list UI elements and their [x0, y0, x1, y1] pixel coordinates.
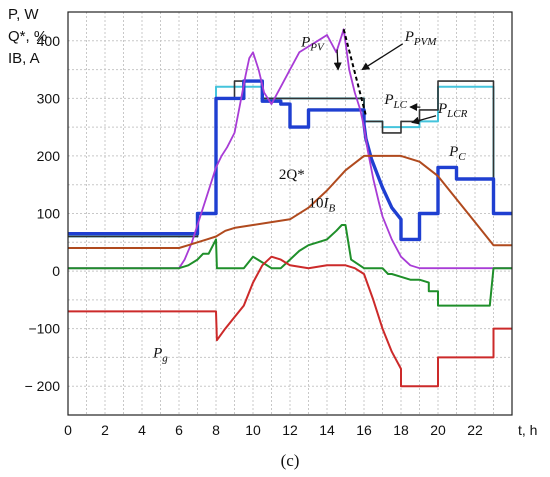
series-p-g: [68, 255, 512, 388]
x-axis-label: t, h: [518, 422, 537, 438]
y-axis-label-line: P, W: [8, 6, 39, 23]
x-tick-label: 18: [393, 422, 409, 438]
y-tick-label: −100: [28, 321, 60, 337]
x-tick-label: 22: [467, 422, 483, 438]
y-tick-label: 200: [37, 148, 61, 164]
y-tick-label: 400: [37, 33, 61, 49]
annotation-p-c: PC: [448, 144, 466, 163]
x-tick-label: 12: [282, 422, 298, 438]
annotation-p-lc: PLC: [383, 92, 407, 111]
y-axis-label-line: IB, A: [8, 50, 40, 67]
x-tick-label: 0: [64, 422, 72, 438]
annotation-p-pvm: PPVM: [404, 29, 438, 48]
annotation-p-g: Pg: [152, 345, 168, 364]
annotation-p-pv: PPV: [300, 35, 325, 54]
y-tick-label: 300: [37, 90, 61, 106]
x-tick-label: 6: [175, 422, 183, 438]
series-p-pvm: [342, 29, 367, 116]
annotation-10i-b: 10IB: [309, 196, 336, 215]
x-tick-label: 4: [138, 422, 146, 438]
x-tick-labels: 0 2 4 6 8 10 12 14 16 18 20 22: [64, 422, 483, 438]
x-tick-label: 10: [245, 422, 261, 438]
annotations: PPV PPVM PLC PLCR PC 2Q*10IB Pg: [152, 29, 468, 365]
annotation-arrow: [411, 115, 437, 125]
x-tick-label: 20: [430, 422, 446, 438]
x-tick-label: 2: [101, 422, 109, 438]
annotation-2q-: 2Q*: [279, 167, 305, 183]
panel-label: (c): [281, 451, 300, 470]
y-axis-label: P, W Q*, % IB, A: [8, 6, 47, 67]
x-tick-label: 8: [212, 422, 220, 438]
y-axis-label-line: Q*, %: [8, 28, 47, 45]
series-p-pv: [68, 28, 512, 270]
grid: [68, 12, 512, 415]
y-tick-label: 0: [52, 263, 60, 279]
series-group: [68, 28, 512, 388]
series-2q-: [68, 154, 512, 249]
annotation-arrow: [333, 49, 342, 71]
x-tick-label: 14: [319, 422, 335, 438]
annotation-p-lcr: PLCR: [437, 101, 468, 120]
plot-frame: [67, 11, 513, 416]
annotation-arrow: [361, 43, 404, 71]
y-tick-label: 100: [37, 206, 61, 222]
series-10i-b: [68, 224, 512, 307]
y-tick-label: − 200: [25, 378, 61, 394]
x-tick-label: 16: [356, 422, 372, 438]
y-tick-labels: − 200 −100 0 100 200 300 400: [25, 33, 61, 394]
